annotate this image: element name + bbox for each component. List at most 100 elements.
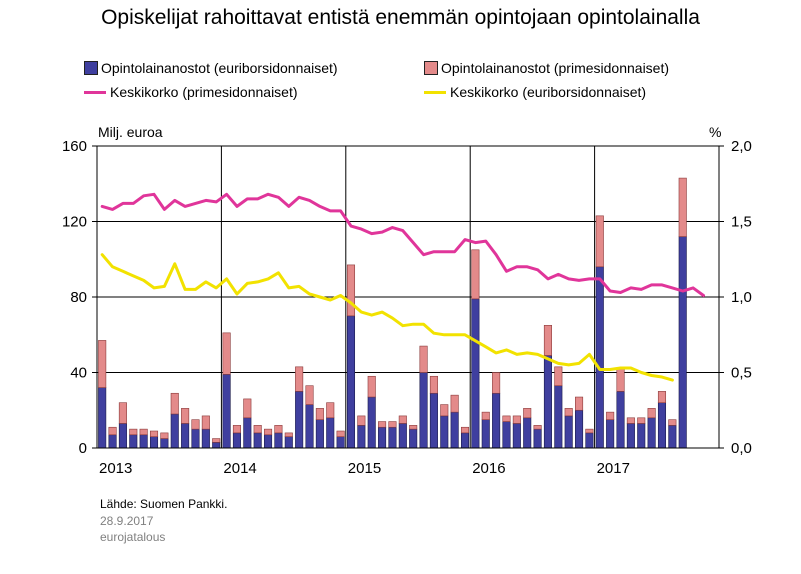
bar-prime — [346, 264, 356, 317]
bar-prime — [274, 425, 283, 434]
bar-euribor — [139, 434, 148, 449]
chart-title: Opiskelijat rahoittavat entistä enemmän … — [101, 6, 700, 29]
bar-euribor — [305, 404, 314, 449]
bar-prime — [222, 332, 231, 375]
bar-euribor — [492, 392, 501, 449]
bar-prime — [647, 408, 656, 419]
bar-euribor — [295, 391, 304, 449]
bar-euribor — [378, 426, 387, 449]
bar-prime — [512, 415, 521, 424]
bar-prime — [564, 408, 573, 417]
bar-prime — [149, 430, 159, 437]
bar-prime — [170, 392, 179, 415]
bar-prime — [108, 426, 117, 436]
line-prime-rate — [100, 192, 705, 297]
legend-label: Keskikorko (euriborsidonnaiset) — [450, 84, 647, 100]
bar-euribor — [160, 438, 169, 449]
bar-prime — [315, 408, 324, 420]
bar-prime — [409, 425, 418, 430]
legend-item-prime-bars: Opintolainanostot (primesidonnaiset) — [424, 60, 669, 76]
bar-prime — [626, 417, 635, 424]
bar-prime — [388, 421, 397, 428]
bar-prime — [212, 438, 221, 443]
bar-euribor — [346, 315, 356, 449]
bar-prime — [678, 177, 687, 237]
bar-euribor — [212, 442, 221, 449]
bar-euribor — [232, 432, 241, 449]
bar-prime — [595, 215, 604, 268]
x-axis-year-label: 2016 — [472, 460, 505, 477]
bar-euribor — [595, 266, 604, 449]
bar-prime — [419, 345, 428, 373]
bar-euribor — [149, 436, 159, 449]
left-axis-tick-label: 160 — [62, 138, 87, 155]
legend-item-euribor-bars: Opintolainanostot (euriborsidonnaiset) — [84, 60, 338, 76]
bar-prime — [160, 432, 169, 439]
bar-prime — [191, 419, 200, 430]
bar-prime — [295, 366, 304, 392]
bar-prime — [668, 419, 677, 426]
site-name: eurojatalous — [100, 530, 166, 544]
bar-euribor — [118, 423, 127, 449]
bar-euribor — [222, 374, 231, 449]
bar-euribor — [284, 436, 293, 449]
bar-euribor — [181, 423, 190, 449]
bar-prime — [118, 402, 127, 424]
bar-prime — [585, 428, 594, 434]
bar-prime — [616, 368, 625, 392]
publish-date: 28.9.2017 — [100, 514, 154, 528]
bar-euribor — [460, 432, 470, 449]
bar-euribor — [264, 434, 273, 449]
bar-prime — [181, 408, 190, 424]
bar-euribor — [419, 372, 428, 449]
bar-prime — [378, 421, 387, 428]
bar-prime — [523, 408, 532, 419]
left-axis-unit: Milj. euroa — [98, 124, 163, 140]
bar-euribor — [533, 428, 542, 449]
left-axis-tick-label: 80 — [70, 289, 87, 306]
bar-euribor — [616, 391, 625, 449]
bar-euribor — [512, 423, 521, 449]
bar-prime — [471, 249, 480, 300]
bar-prime — [657, 391, 667, 403]
legend-item-euribor-rate: Keskikorko (euriborsidonnaiset) — [424, 84, 646, 100]
bar-prime — [232, 425, 241, 434]
legend-swatch — [84, 61, 98, 75]
legend-swatch — [424, 61, 438, 75]
bar-euribor — [678, 236, 687, 449]
left-axis-tick-label: 40 — [70, 365, 87, 382]
bar-euribor — [606, 419, 615, 449]
bar-euribor — [388, 426, 397, 449]
legend-label: Keskikorko (primesidonnaiset) — [110, 84, 298, 100]
bar-euribor — [357, 425, 366, 449]
bar-euribor — [471, 298, 480, 449]
bar-euribor — [398, 423, 407, 449]
bar-prime — [201, 415, 210, 430]
bar-euribor — [502, 421, 511, 449]
bar-euribor — [440, 415, 449, 449]
bar-euribor — [657, 402, 667, 449]
right-axis-tick-label: 1,0 — [731, 289, 752, 306]
right-axis-tick-label: 0,0 — [731, 440, 752, 457]
x-axis-year-label: 2015 — [348, 460, 381, 477]
bar-euribor — [201, 428, 210, 449]
bar-prime — [243, 398, 252, 419]
bar-prime — [440, 404, 449, 417]
bar-euribor — [336, 436, 345, 449]
bar-euribor — [585, 432, 594, 449]
bar-prime — [98, 340, 107, 388]
bar-euribor — [668, 425, 677, 449]
x-axis-year-label: 2014 — [223, 460, 256, 477]
bar-euribor — [315, 419, 324, 449]
bar-prime — [543, 325, 552, 356]
bar-euribor — [98, 387, 107, 449]
bar-euribor — [274, 432, 283, 449]
bar-prime — [253, 425, 262, 434]
bar-euribor — [575, 409, 584, 449]
bar-prime — [284, 432, 293, 437]
bar-prime — [460, 426, 470, 434]
bar-prime — [450, 394, 459, 413]
bar-euribor — [243, 417, 252, 449]
bar-prime — [398, 415, 407, 424]
